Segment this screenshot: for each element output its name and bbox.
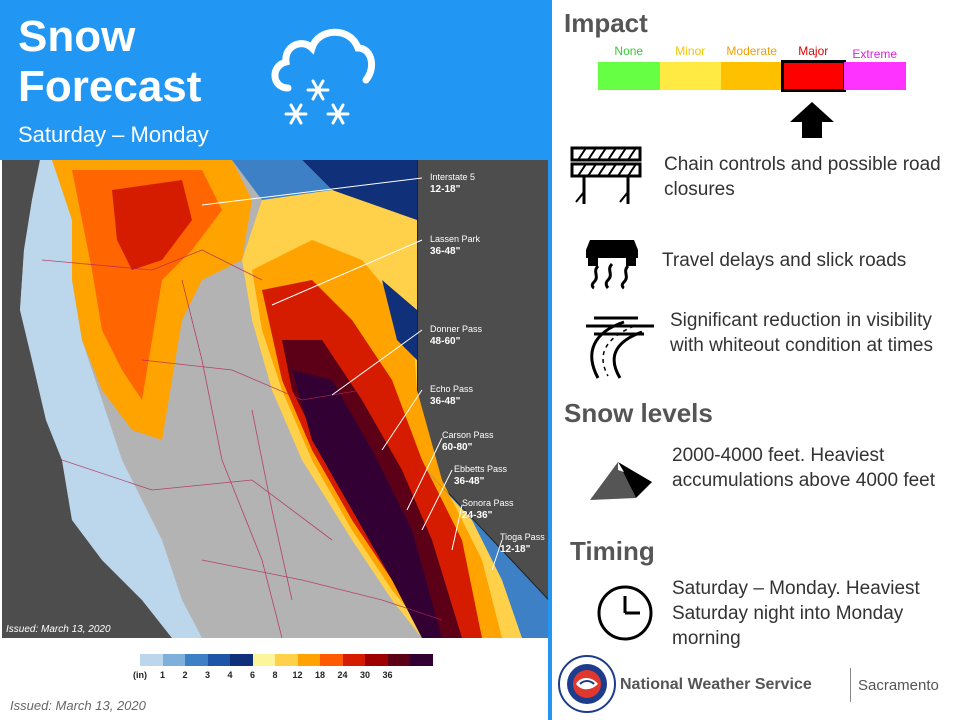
panel-divider bbox=[548, 0, 552, 720]
nws-logo-icon bbox=[558, 655, 616, 713]
callout-amount: 60-80" bbox=[442, 442, 473, 453]
legend-tick: 4 bbox=[227, 670, 233, 680]
snow-cloud-icon bbox=[271, 28, 376, 125]
nws-office-name: Sacramento bbox=[858, 677, 939, 694]
legend-swatches bbox=[140, 654, 433, 666]
legend-swatch bbox=[365, 654, 388, 666]
legend-tick: 1 bbox=[159, 670, 166, 680]
callout-amount: 12-18" bbox=[500, 544, 531, 555]
legend-tick: 36 bbox=[382, 670, 393, 680]
impact-item-text: Significant reduction in visibility with… bbox=[670, 310, 933, 356]
legend-ticks: (in) 1 2 3 4 6 8 12 18 24 30 36 bbox=[133, 670, 410, 684]
impact-level-label: Major bbox=[798, 44, 829, 58]
impact-title: Impact bbox=[564, 8, 648, 38]
callout-name: Ebbetts Pass bbox=[454, 464, 508, 474]
legend-swatch bbox=[162, 654, 185, 666]
impact-level-major bbox=[780, 60, 846, 92]
snowfall-map: Interstate 5 12-18" Lassen Park 36-48" Donne… bbox=[2, 160, 548, 638]
callout-amount: 12-18" bbox=[430, 184, 461, 195]
timing-text: Saturday – Monday. Heaviest Saturday nig… bbox=[672, 578, 920, 649]
callout-amount: 48-60" bbox=[430, 336, 461, 347]
legend-swatch bbox=[387, 654, 410, 666]
legend-swatch bbox=[297, 654, 320, 666]
impact-level-none bbox=[598, 62, 660, 90]
legend-swatch bbox=[140, 654, 163, 666]
legend-swatch bbox=[185, 654, 208, 666]
nws-agency-name: National Weather Service bbox=[620, 676, 812, 693]
arrow-up-icon bbox=[790, 102, 834, 138]
callout-name: Tioga Pass bbox=[500, 532, 545, 542]
callout-amount: 36-48" bbox=[430, 396, 461, 407]
legend-tick: 3 bbox=[204, 670, 211, 680]
snowfall-legend: (in) 1 2 3 4 6 8 12 18 24 30 36 bbox=[133, 654, 433, 684]
legend-tick: 6 bbox=[249, 670, 256, 680]
legend-tick: 24 bbox=[337, 670, 348, 680]
impact-item-text: Chain controls and possible road closure… bbox=[664, 154, 941, 200]
legend-swatch bbox=[275, 654, 298, 666]
impact-level-extreme bbox=[844, 62, 906, 90]
chain-controls-icon bbox=[570, 146, 642, 204]
issued-date: Issued: March 13, 2020 bbox=[10, 698, 146, 713]
whiteout-road-icon bbox=[586, 316, 654, 379]
impact-level-label: Extreme bbox=[852, 47, 898, 61]
impact-item-text: Travel delays and slick roads bbox=[662, 250, 907, 271]
impact-scale bbox=[598, 60, 906, 92]
footer-separator bbox=[850, 668, 851, 702]
legend-swatch bbox=[230, 654, 253, 666]
page-title: Snow Forecast bbox=[18, 12, 258, 112]
snow-levels-text: 2000-4000 feet. Heaviest accumulations a… bbox=[672, 445, 936, 491]
callout-name: Echo Pass bbox=[430, 384, 474, 394]
legend-swatch bbox=[207, 654, 230, 666]
forecast-header: Snow Forecast Saturday – Monday bbox=[0, 0, 548, 160]
legend-swatch bbox=[342, 654, 365, 666]
timing-title: Timing bbox=[570, 536, 655, 566]
title-line-2: Forecast bbox=[18, 62, 202, 111]
impact-level-label: Moderate bbox=[726, 44, 778, 58]
slick-car-icon bbox=[586, 240, 638, 290]
legend-tick: 30 bbox=[359, 670, 371, 680]
legend-tick: 2 bbox=[182, 670, 188, 680]
legend-tick: 8 bbox=[272, 670, 278, 680]
map-issued-date: Issued: March 13, 2020 bbox=[6, 624, 111, 635]
callout-name: Carson Pass bbox=[442, 430, 494, 440]
impact-level-moderate bbox=[721, 62, 783, 90]
callout-amount: 36-48" bbox=[430, 246, 461, 257]
callout-name: Lassen Park bbox=[430, 234, 481, 244]
callout-name: Donner Pass bbox=[430, 324, 483, 334]
callout-name: Sonora Pass bbox=[462, 498, 514, 508]
legend-swatch bbox=[320, 654, 343, 666]
impact-panel: Impact None Minor Moderate Major Extreme Cha… bbox=[552, 0, 960, 720]
legend-tick: 18 bbox=[314, 670, 326, 680]
impact-level-label: Minor bbox=[675, 44, 706, 58]
legend-unit: (in) bbox=[133, 670, 147, 680]
legend-swatch bbox=[410, 654, 433, 666]
coastline bbox=[2, 160, 172, 638]
callout-name: Interstate 5 bbox=[430, 172, 475, 182]
snow-levels-title: Snow levels bbox=[564, 398, 713, 428]
impact-level-minor bbox=[659, 62, 721, 90]
map-panel: Snow Forecast Saturday – Monday bbox=[0, 0, 548, 713]
callout-amount: 36-48" bbox=[454, 476, 485, 487]
legend-tick: 12 bbox=[292, 670, 303, 680]
legend-swatch bbox=[252, 654, 275, 666]
clock-icon bbox=[597, 585, 653, 641]
title-line-1: Snow bbox=[18, 12, 136, 61]
forecast-period: Saturday – Monday bbox=[18, 122, 209, 147]
impact-level-label: None bbox=[614, 44, 644, 58]
callout-amount: 24-36" bbox=[462, 510, 493, 521]
mountain-icon bbox=[590, 462, 652, 500]
